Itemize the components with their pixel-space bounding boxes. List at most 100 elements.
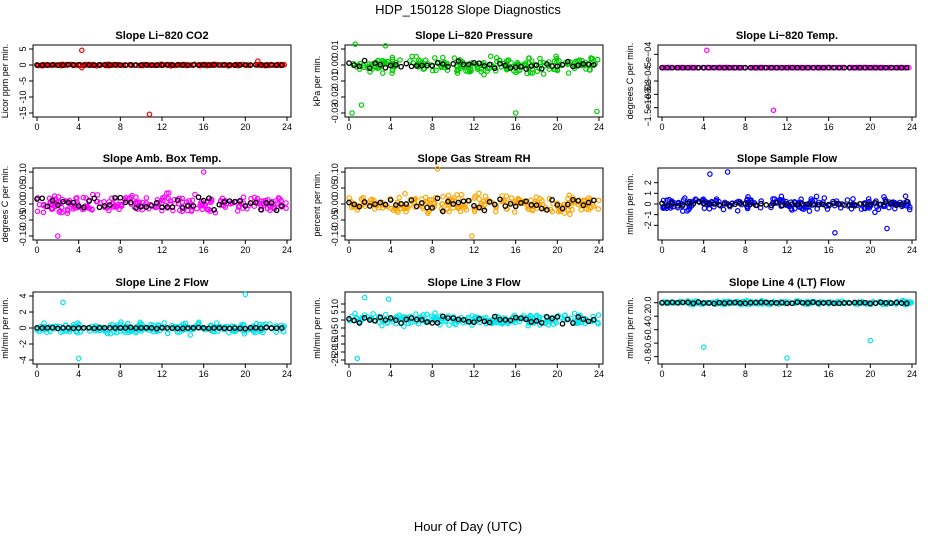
mean-point — [528, 63, 535, 69]
mean-point — [674, 203, 681, 209]
mean-point — [507, 200, 514, 207]
mean-point — [523, 316, 529, 323]
y-tick-label: 0 — [18, 325, 28, 330]
sample-point — [70, 206, 77, 212]
sample-point — [170, 207, 176, 214]
mean-point — [862, 64, 868, 71]
sample-point — [551, 58, 558, 65]
mean-point — [706, 300, 712, 306]
mean-point — [382, 64, 389, 71]
mean-point — [159, 62, 165, 68]
y-tick-label: -15 — [330, 337, 340, 350]
mean-point — [700, 64, 707, 71]
sample-point — [227, 201, 234, 207]
x-tick-label: 16 — [511, 122, 521, 132]
panel-title: Slope Li−820 Temp. — [736, 30, 838, 42]
mean-point — [706, 64, 712, 71]
x-tick-label: 0 — [659, 369, 664, 379]
sample-point — [569, 206, 575, 213]
x-tick-label: 0 — [34, 369, 39, 379]
mean-point — [179, 205, 186, 211]
mean-point — [258, 206, 264, 213]
sample-point — [454, 68, 460, 74]
sample-point — [107, 322, 114, 329]
mean-point — [138, 62, 145, 68]
mean-point — [789, 201, 796, 207]
panel-8: Slope Line 3 Flow ml/min per min. 0 4 8 12 16 2… — [312, 277, 604, 379]
mean-point — [784, 300, 790, 307]
mean-point — [538, 319, 545, 326]
y-tick-label: 0.01 — [330, 40, 340, 58]
sample-point — [713, 301, 720, 307]
panel-title: Slope Li−820 Pressure — [415, 30, 533, 42]
sample-point — [594, 56, 601, 63]
mean-point — [148, 202, 155, 209]
sample-point — [758, 198, 765, 204]
mean-point — [690, 300, 697, 307]
mean-point — [86, 324, 92, 331]
sample-point — [528, 58, 535, 64]
mean-point — [523, 66, 529, 72]
mean-point — [810, 299, 816, 306]
mean-point — [471, 319, 477, 326]
sample-point — [182, 62, 188, 68]
mean-point — [883, 299, 889, 306]
sample-point — [496, 57, 503, 64]
y-tick-label: -20 — [330, 345, 340, 358]
sample-point — [760, 299, 767, 306]
x-tick-label: 8 — [118, 369, 123, 379]
mean-point — [366, 317, 373, 323]
mean-point — [851, 299, 858, 306]
mean-point — [465, 197, 472, 204]
mean-point — [278, 325, 285, 331]
sample-point — [433, 67, 439, 74]
mean-point — [820, 201, 827, 208]
mean-point — [216, 325, 223, 331]
sample-point — [595, 206, 602, 212]
x-tick-label: 4 — [76, 369, 81, 379]
x-tick-label: 0 — [346, 245, 351, 255]
sample-point — [55, 194, 62, 200]
mean-point — [486, 61, 493, 68]
mean-point — [153, 62, 160, 68]
outlier-point — [832, 230, 838, 236]
sample-point — [238, 322, 244, 329]
panel-title: Slope Line 3 Flow — [428, 277, 521, 289]
mean-point — [351, 317, 358, 324]
mean-point — [575, 197, 582, 204]
y-tick-label: -0.8 — [643, 349, 653, 365]
sample-point — [117, 321, 124, 328]
mean-point — [747, 299, 754, 306]
sample-point — [570, 195, 576, 201]
sample-point — [431, 55, 438, 61]
sample-point — [164, 190, 170, 197]
y-tick-label: -0.01 — [330, 71, 340, 92]
sample-point — [595, 197, 602, 204]
sample-point — [458, 192, 465, 198]
sample-point — [566, 192, 573, 199]
sample-point — [701, 205, 708, 212]
mean-point — [679, 64, 686, 71]
mean-point — [794, 64, 801, 71]
mean-point — [846, 202, 853, 208]
outlier-point — [54, 233, 61, 239]
sample-point — [679, 208, 686, 214]
mean-point — [377, 314, 384, 321]
y-tick-label: -15 — [18, 106, 28, 119]
sample-point — [844, 197, 851, 203]
sample-point — [529, 70, 536, 76]
y-tick-label: -2 — [643, 221, 653, 229]
sample-point — [393, 320, 399, 327]
sample-point — [143, 195, 150, 201]
outlier-point — [469, 233, 475, 239]
mean-point — [372, 60, 378, 67]
mean-point — [49, 324, 56, 331]
x-tick-label: 12 — [782, 245, 792, 255]
mean-point — [164, 204, 171, 210]
mean-point — [39, 325, 46, 331]
mean-point — [711, 201, 717, 207]
panel-2: Slope Li−820 Pressure kPa per min. 0 4 8 12 16… — [312, 30, 604, 132]
